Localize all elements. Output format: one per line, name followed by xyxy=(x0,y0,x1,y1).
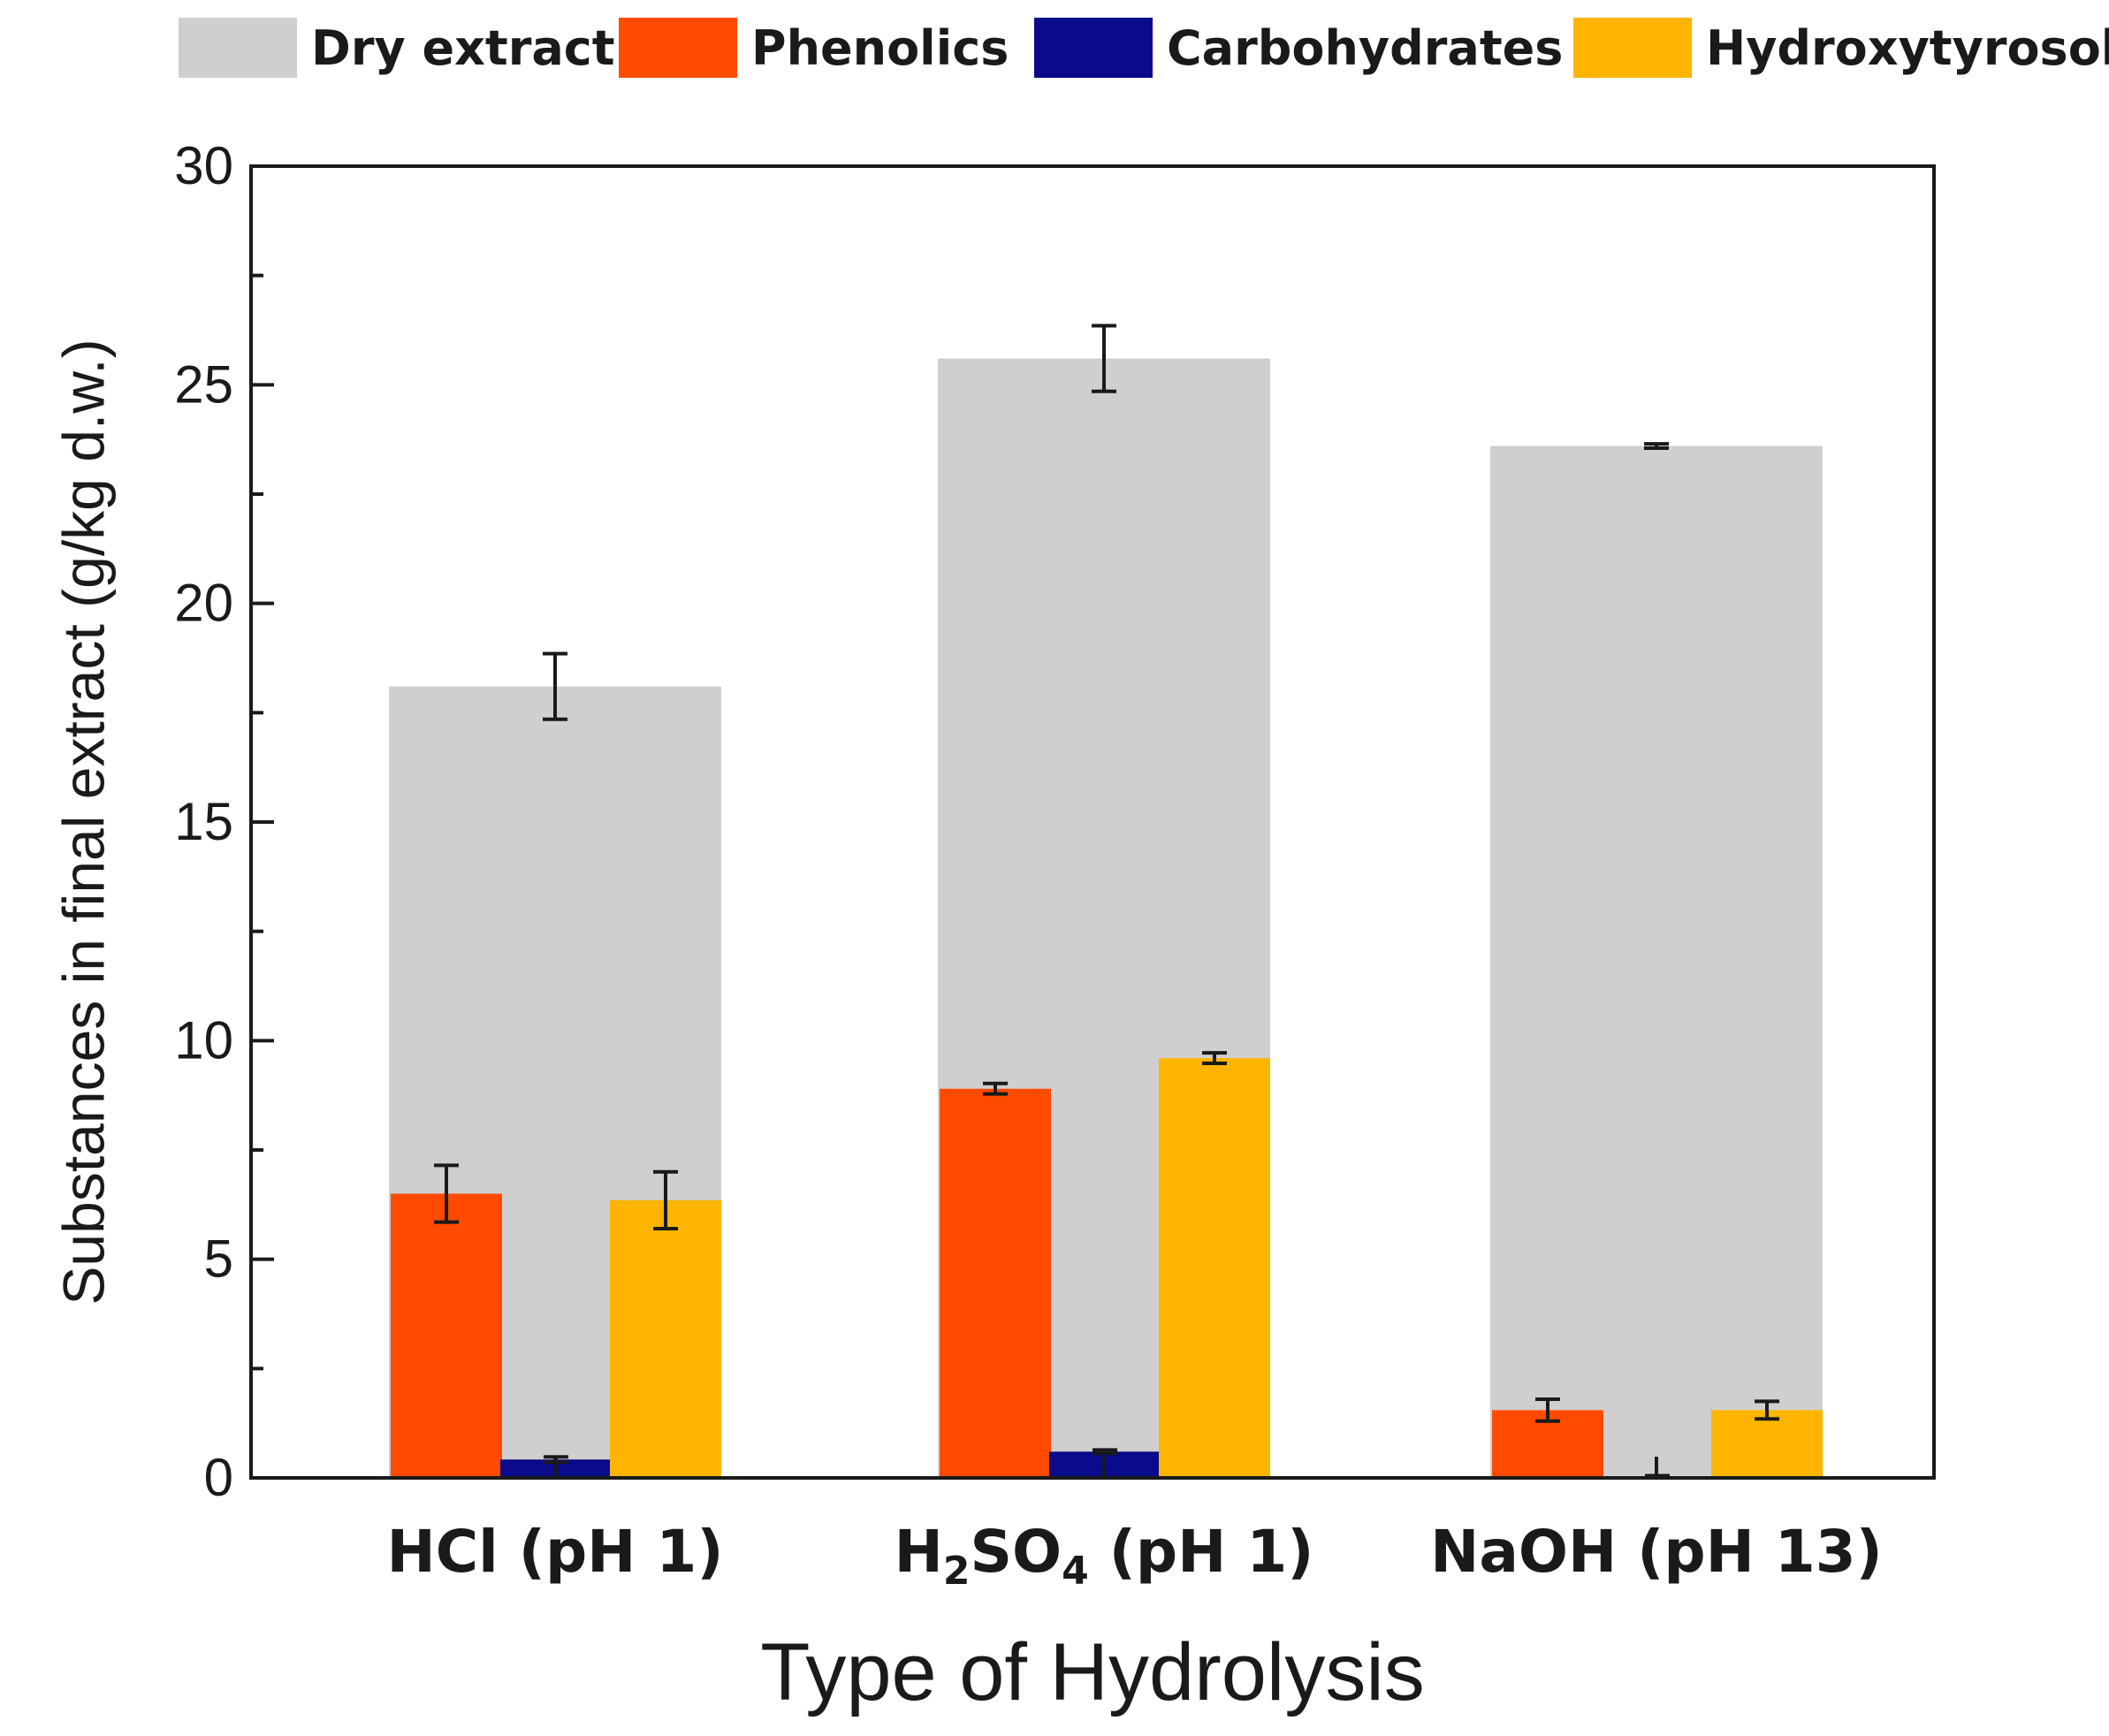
legend-label: Carbohydrates xyxy=(1167,20,1563,76)
x-tick-text: SO xyxy=(970,1518,1062,1586)
error-bar-dry-extract xyxy=(543,651,567,721)
error-bar-dry-extract xyxy=(1092,324,1116,393)
legend-swatch xyxy=(1573,18,1692,78)
error-bar-hydroxytyrosol xyxy=(1202,1051,1227,1066)
error-bar-carbohydrates xyxy=(1093,1448,1117,1456)
error-bar-phenolics xyxy=(983,1081,1008,1096)
legend-swatch xyxy=(179,18,297,78)
y-tick-label: 30 xyxy=(174,136,233,195)
legend-item-phenolics: Phenolics xyxy=(619,18,1009,78)
x-tick-label: H2SO4 (pH 1) xyxy=(895,1518,1314,1594)
legend-label: Phenolics xyxy=(751,20,1009,76)
error-bars-layer xyxy=(434,324,1779,1480)
legend-label: Dry extract xyxy=(311,20,615,76)
legend-swatch xyxy=(1034,18,1153,78)
bars-layer xyxy=(389,358,1823,1478)
y-tick-label: 0 xyxy=(204,1448,233,1507)
y-tick-label: 20 xyxy=(174,574,233,633)
x-tick-text: (pH 1) xyxy=(1089,1518,1314,1586)
error-bar-phenolics xyxy=(434,1163,459,1224)
y-tick-label: 5 xyxy=(204,1230,233,1289)
legend-swatch xyxy=(619,18,737,78)
y-axis: 0 5 10 15 20 25 30 xyxy=(174,136,274,1507)
y-tick-label: 15 xyxy=(174,792,233,851)
x-tick-text: HCl (pH 1) xyxy=(387,1518,724,1586)
error-bar-phenolics xyxy=(1535,1397,1560,1423)
y-tick-label: 10 xyxy=(174,1010,233,1070)
x-axis-label: Type of Hydrolysis xyxy=(760,1627,1425,1717)
legend-item-dry-extract: Dry extract xyxy=(179,18,615,78)
x-tick-subscript: 4 xyxy=(1062,1549,1089,1594)
y-tick-label: 25 xyxy=(174,354,233,414)
bar-hydroxytyrosol xyxy=(1711,1410,1823,1478)
legend: Dry extract Phenolics Carbohydrates Hydroxy… xyxy=(179,18,2109,78)
bar-phenolics xyxy=(940,1088,1051,1478)
y-axis-label: Substances in final extract (g/kg d.w.) xyxy=(50,339,116,1305)
x-tick-text: H xyxy=(895,1518,943,1586)
legend-item-hydroxytyrosol: Hydroxytyrosol xyxy=(1573,18,2109,78)
error-bar-dry-extract xyxy=(1644,442,1669,451)
legend-item-carbohydrates: Carbohydrates xyxy=(1034,18,1563,78)
x-axis: HCl (pH 1) H2SO4 (pH 1) NaOH (pH 13) xyxy=(387,1457,1883,1594)
bar-hydroxytyrosol xyxy=(1159,1058,1270,1478)
x-tick-label: HCl (pH 1) xyxy=(387,1518,724,1586)
legend-label: Hydroxytyrosol xyxy=(1706,20,2109,76)
bar-phenolics xyxy=(391,1193,502,1478)
error-bar-hydroxytyrosol xyxy=(1755,1399,1779,1421)
bar-hydroxytyrosol xyxy=(610,1199,721,1478)
error-bar-hydroxytyrosol xyxy=(653,1169,678,1231)
x-tick-subscript: 2 xyxy=(943,1549,971,1594)
bar-dry-extract xyxy=(1490,445,1823,1478)
x-tick-text: NaOH (pH 13) xyxy=(1430,1518,1883,1586)
x-tick-label: NaOH (pH 13) xyxy=(1430,1518,1883,1586)
